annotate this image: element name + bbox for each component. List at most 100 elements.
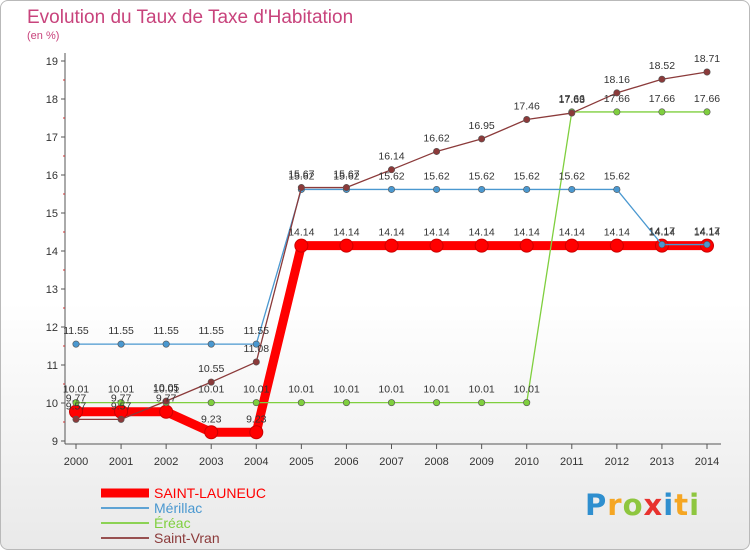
data-point — [703, 68, 711, 76]
data-point — [523, 185, 531, 193]
data-label: 11.08 — [244, 343, 270, 355]
y-tick-label: 10 — [46, 398, 58, 410]
data-label: 10.01 — [333, 384, 359, 396]
data-point — [117, 399, 125, 407]
data-point — [658, 75, 666, 83]
x-tick-label: 2012 — [605, 456, 629, 468]
logo-letter: r — [607, 488, 623, 522]
data-label: 10.01 — [469, 384, 495, 396]
data-label: 15.62 — [604, 170, 630, 182]
logo-letter: x — [643, 488, 664, 522]
data-label: 9.77 — [111, 393, 132, 405]
data-label: 9.23 — [201, 413, 222, 425]
data-label: 10.01 — [514, 384, 540, 396]
x-tick-label: 2011 — [560, 456, 584, 468]
data-label: 11.55 — [108, 325, 134, 337]
y-tick-label: 12 — [46, 322, 58, 334]
data-point — [342, 184, 350, 192]
y-tick-label: 13 — [46, 284, 58, 296]
x-tick-label: 2001 — [109, 456, 133, 468]
data-label: 10.01 — [378, 384, 404, 396]
x-tick-label: 2013 — [650, 456, 674, 468]
logo-letter: t — [674, 488, 690, 522]
data-label: 17.66 — [649, 93, 675, 105]
data-point — [207, 378, 215, 386]
legend-label-2: Éréac — [154, 515, 191, 531]
x-tick-label: 2009 — [469, 456, 493, 468]
data-label: 16.14 — [378, 151, 404, 163]
data-point — [433, 185, 441, 193]
data-point — [204, 425, 219, 440]
data-labels: 9.77 9.77 9.77 9.23 9.23 14.14 14.14 14.14 14.14… — [63, 53, 720, 425]
data-label: 17.63 — [559, 94, 585, 106]
y-tick-label: 18 — [46, 94, 58, 106]
data-point — [478, 185, 486, 193]
data-label: 15.62 — [378, 170, 404, 182]
data-point — [433, 147, 441, 155]
data-label: 15.67 — [333, 169, 359, 181]
data-point — [249, 425, 264, 440]
data-point — [433, 399, 441, 407]
series-line-1 — [75, 188, 708, 345]
data-label: 14.14 — [288, 227, 314, 239]
data-point — [478, 135, 486, 143]
data-label: 10.01 — [243, 384, 269, 396]
x-tick-label: 2004 — [244, 456, 268, 468]
chart-axes: 9 10 11 12 13 14 15 16 17 18 19 2000 2001 2002 2003 200… — [46, 53, 721, 468]
data-label: 11.55 — [153, 325, 179, 337]
data-point — [613, 185, 621, 193]
data-label: 10.01 — [63, 384, 89, 396]
data-label: 14.14 — [333, 227, 359, 239]
data-point — [613, 108, 621, 116]
data-label: 15.67 — [288, 169, 314, 181]
data-label: 18.52 — [649, 60, 675, 72]
data-point — [429, 238, 444, 253]
data-point — [162, 397, 170, 405]
data-label: 15.62 — [469, 170, 495, 182]
data-point — [564, 238, 579, 253]
data-point — [519, 238, 534, 253]
data-point — [72, 415, 80, 423]
data-label: 15.62 — [288, 170, 314, 182]
data-label: 14.14 — [649, 227, 675, 239]
x-tick-label: 2014 — [695, 456, 719, 468]
data-point — [207, 399, 215, 407]
data-label: 15.62 — [514, 170, 540, 182]
y-tick-label: 14 — [46, 246, 58, 258]
data-label: 15.62 — [423, 170, 449, 182]
data-point — [387, 185, 395, 193]
data-label: 14.14 — [378, 227, 404, 239]
logo-letter: o — [622, 488, 644, 522]
data-point — [117, 340, 125, 348]
y-tick-label: 11 — [47, 360, 58, 372]
data-label: 10.01 — [153, 384, 179, 396]
data-label: 17.66 — [694, 93, 720, 105]
data-point — [252, 358, 260, 366]
data-label: 14.17 — [694, 226, 720, 238]
data-point — [297, 184, 305, 192]
data-label: 17.66 — [559, 93, 585, 105]
data-label: 14.14 — [469, 227, 495, 239]
data-point — [609, 238, 624, 253]
data-point — [658, 108, 666, 116]
legend-label-1: Mérillac — [154, 500, 202, 516]
data-label: 18.71 — [694, 53, 720, 65]
data-point — [474, 238, 489, 253]
data-label: 10.01 — [108, 384, 134, 396]
x-tick-label: 2008 — [424, 456, 448, 468]
y-tick-label: 17 — [46, 132, 58, 144]
data-point — [159, 404, 174, 419]
logo-letter: i — [663, 488, 675, 522]
data-point — [294, 238, 309, 253]
x-tick-label: 2003 — [199, 456, 223, 468]
data-label: 16.95 — [469, 120, 495, 132]
data-point — [523, 399, 531, 407]
data-point — [613, 89, 621, 97]
data-label: 17.46 — [514, 101, 540, 113]
data-point — [703, 241, 711, 249]
data-point — [339, 238, 354, 253]
data-point — [568, 185, 576, 193]
data-label: 10.01 — [288, 384, 314, 396]
